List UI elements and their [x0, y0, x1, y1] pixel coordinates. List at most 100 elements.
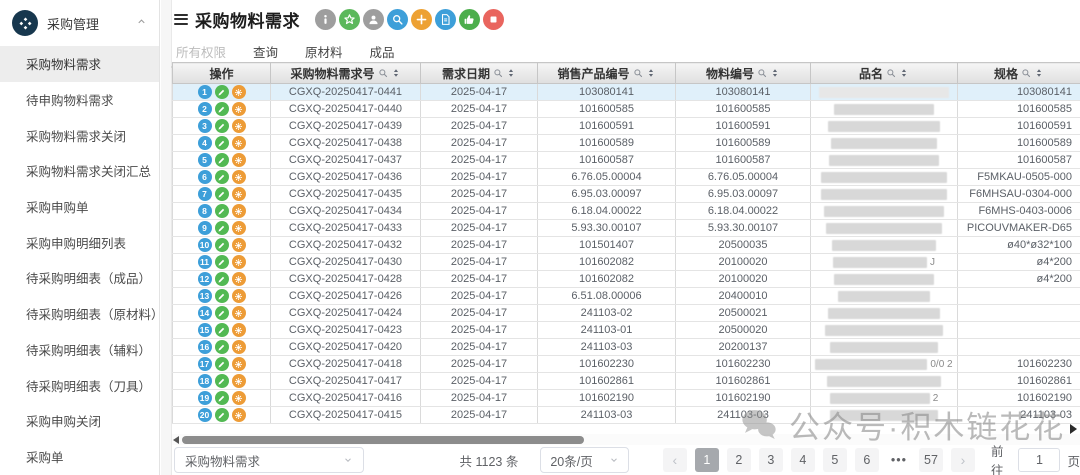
settings-icon-button[interactable] — [231, 357, 246, 371]
goto-page-input[interactable] — [1018, 448, 1061, 472]
sidebar-item[interactable]: 待采购明细表（辅料） — [26, 343, 152, 358]
settings-icon-button[interactable] — [231, 255, 246, 269]
plus-icon-button[interactable] — [411, 8, 432, 30]
sidebar-item[interactable]: 采购物料需求 — [0, 46, 159, 82]
edit-icon-button[interactable] — [214, 221, 229, 235]
page-size-dropdown[interactable]: 20条/页 — [540, 447, 629, 473]
column-search-icon[interactable] — [886, 68, 896, 78]
column-search-icon[interactable] — [1021, 68, 1031, 78]
page-button[interactable]: 5 — [822, 448, 847, 472]
row-index-badge[interactable]: 15 — [197, 323, 212, 337]
page-button[interactable]: 4 — [790, 448, 815, 472]
page-button[interactable]: 2 — [726, 448, 751, 472]
row-index-badge[interactable]: 1 — [197, 85, 212, 99]
edit-icon-button[interactable] — [214, 119, 229, 133]
edit-icon-button[interactable] — [214, 289, 229, 303]
column-search-icon[interactable] — [633, 68, 643, 78]
edit-icon-button[interactable] — [214, 85, 229, 99]
edit-icon-button[interactable] — [214, 357, 229, 371]
row-index-badge[interactable]: 11 — [197, 255, 212, 269]
sidebar-item[interactable]: 采购申购明细列表 — [26, 236, 127, 251]
view-select-dropdown[interactable]: 采购物料需求 — [174, 447, 364, 473]
page-button[interactable]: 6 — [854, 448, 879, 472]
user-icon-button[interactable] — [363, 8, 384, 30]
settings-icon-button[interactable] — [231, 221, 246, 235]
edit-icon-button[interactable] — [214, 136, 229, 150]
row-index-badge[interactable]: 2 — [197, 102, 212, 116]
edit-icon-button[interactable] — [214, 102, 229, 116]
sidebar-scrollbar-gutter[interactable] — [161, 0, 172, 475]
tab-所有权限[interactable]: 所有权限 — [170, 42, 232, 68]
table-row[interactable]: 6 CGXQ-20250417-0436 2025-04-17 6.76.05.000… — [172, 168, 1080, 186]
column-sort-icon[interactable] — [899, 68, 909, 78]
scrollbar-thumb[interactable] — [182, 435, 584, 444]
column-header[interactable]: 品名 — [810, 62, 958, 84]
edit-icon-button[interactable] — [214, 204, 229, 218]
settings-icon-button[interactable] — [231, 340, 246, 354]
table-row[interactable]: 8 CGXQ-20250417-0434 2025-04-17 6.18.04.000… — [172, 202, 1080, 220]
column-header[interactable]: 操作 — [172, 62, 271, 84]
tab-查询[interactable]: 查询 — [253, 46, 279, 60]
settings-icon-button[interactable] — [231, 102, 246, 116]
row-index-badge[interactable]: 5 — [197, 153, 212, 167]
settings-icon-button[interactable] — [231, 187, 246, 201]
row-index-badge[interactable]: 20 — [197, 408, 212, 422]
column-sort-icon[interactable] — [646, 68, 656, 78]
settings-icon-button[interactable] — [231, 85, 246, 99]
row-index-badge[interactable]: 18 — [197, 374, 212, 388]
row-index-badge[interactable]: 4 — [197, 136, 212, 150]
column-header[interactable]: 规格 — [957, 62, 1080, 84]
row-index-badge[interactable]: 13 — [197, 289, 212, 303]
sidebar-item[interactable]: 待采购明细表（原材料） — [26, 308, 164, 323]
column-sort-icon[interactable] — [1034, 68, 1044, 78]
settings-icon-button[interactable] — [231, 323, 246, 337]
table-row[interactable]: 3 CGXQ-20250417-0439 2025-04-17 101600591 10… — [172, 117, 1080, 135]
table-row[interactable]: 11 CGXQ-20250417-0430 2025-04-17 101602082 2… — [172, 253, 1080, 271]
stop-icon-button[interactable] — [483, 8, 504, 30]
row-index-badge[interactable]: 9 — [197, 221, 212, 235]
table-row[interactable]: 14 CGXQ-20250417-0424 2025-04-17 241103-02 2… — [172, 304, 1080, 322]
sidebar-item[interactable]: 采购物料需求关闭 — [26, 129, 127, 144]
tab-原材料[interactable]: 原材料 — [305, 46, 343, 60]
sidebar-item[interactable]: 采购单 — [26, 450, 64, 465]
table-row[interactable]: 7 CGXQ-20250417-0435 2025-04-17 6.95.03.000… — [172, 185, 1080, 203]
scroll-right-arrow-icon[interactable] — [1070, 424, 1077, 434]
settings-icon-button[interactable] — [231, 119, 246, 133]
next-page-button[interactable]: › — [950, 448, 975, 472]
row-index-badge[interactable]: 16 — [197, 340, 212, 354]
settings-icon-button[interactable] — [231, 153, 246, 167]
edit-icon-button[interactable] — [214, 153, 229, 167]
column-sort-icon[interactable] — [770, 68, 780, 78]
column-search-icon[interactable] — [493, 68, 503, 78]
column-header[interactable]: 物料编号 — [675, 62, 811, 84]
table-row[interactable]: 19 CGXQ-20250417-0416 2025-04-17 101602190 1… — [172, 389, 1080, 407]
edit-icon-button[interactable] — [214, 187, 229, 201]
edit-icon-button[interactable] — [214, 408, 229, 422]
row-index-badge[interactable]: 19 — [197, 391, 212, 405]
row-index-badge[interactable]: 6 — [197, 170, 212, 184]
settings-icon-button[interactable] — [231, 289, 246, 303]
edit-icon-button[interactable] — [214, 323, 229, 337]
horizontal-scrollbar[interactable] — [172, 434, 1080, 445]
row-index-badge[interactable]: 14 — [197, 306, 212, 320]
sidebar-item[interactable]: 待采购明细表（刀具） — [26, 379, 152, 394]
settings-icon-button[interactable] — [231, 204, 246, 218]
info-icon-button[interactable] — [315, 8, 336, 30]
table-row[interactable]: 4 CGXQ-20250417-0438 2025-04-17 101600589 10… — [172, 134, 1080, 152]
settings-icon-button[interactable] — [231, 238, 246, 252]
settings-icon-button[interactable] — [231, 170, 246, 184]
edit-icon-button[interactable] — [214, 374, 229, 388]
edit-icon-button[interactable] — [214, 306, 229, 320]
table-row[interactable]: 1 CGXQ-20250417-0441 2025-04-17 103080141 10… — [172, 83, 1080, 101]
settings-icon-button[interactable] — [231, 272, 246, 286]
edit-icon-button[interactable] — [214, 391, 229, 405]
sidebar-item[interactable]: 采购物料需求关闭汇总 — [26, 165, 152, 180]
settings-icon-button[interactable] — [231, 408, 246, 422]
column-search-icon[interactable] — [378, 68, 388, 78]
page-button[interactable]: 3 — [758, 448, 783, 472]
row-index-badge[interactable]: 8 — [197, 204, 212, 218]
hamburger-menu-icon[interactable] — [174, 13, 188, 25]
column-header[interactable]: 需求日期 — [420, 62, 538, 84]
page-button[interactable]: 1 — [694, 448, 719, 472]
column-header[interactable]: 销售产品编号 — [537, 62, 676, 84]
